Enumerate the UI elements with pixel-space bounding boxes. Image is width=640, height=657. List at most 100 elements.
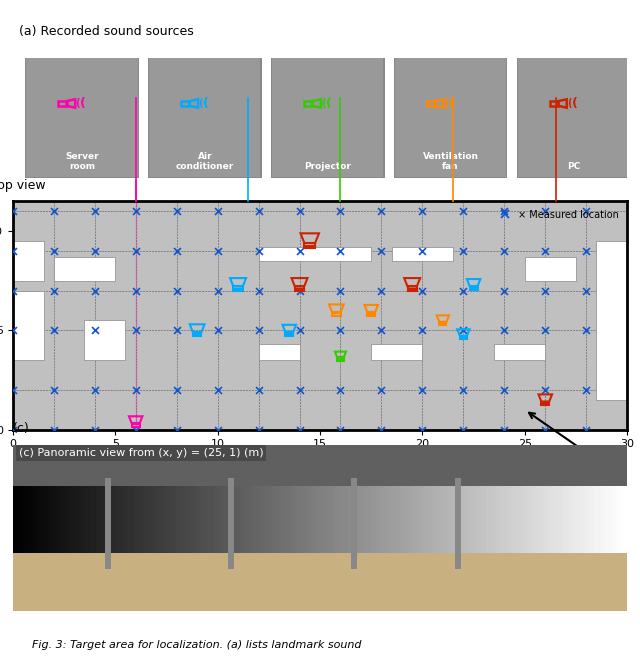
Text: (: ( [326,97,332,110]
Point [212,325,223,336]
FancyBboxPatch shape [25,58,139,178]
Point [253,385,264,396]
Text: (: ( [444,99,449,108]
Point [294,246,305,256]
Bar [596,240,627,400]
Text: (a) Recorded sound sources: (a) Recorded sound sources [19,25,194,37]
Text: Server
room: Server room [65,152,99,171]
Bar [54,257,115,281]
Text: Air
conditioner: Air conditioner [175,152,234,171]
Point [49,206,59,216]
Bar [13,240,44,281]
Bar [13,445,627,486]
Point [376,206,387,216]
FancyBboxPatch shape [516,58,630,178]
Point [499,325,509,336]
Point [458,325,468,336]
Point [335,285,346,296]
Point [294,424,305,435]
Bar [525,257,576,281]
Point [458,206,468,216]
Bar [84,321,125,360]
Point [581,285,591,296]
Point [417,206,428,216]
Text: (c): (c) [13,422,29,435]
Point [131,206,141,216]
Point [581,206,591,216]
Bar [392,247,453,261]
Point [540,246,550,256]
FancyBboxPatch shape [394,58,508,178]
Point [131,285,141,296]
Point [540,325,550,336]
Text: (: ( [567,99,572,108]
Point [253,246,264,256]
Point [212,285,223,296]
Point [294,385,305,396]
Point [172,325,182,336]
Point [540,385,550,396]
Point [90,325,100,336]
Point [376,325,387,336]
FancyBboxPatch shape [271,58,385,178]
Point [131,385,141,396]
Point [376,285,387,296]
Point [458,424,468,435]
Point [172,385,182,396]
Point [49,424,59,435]
Point [212,206,223,216]
Point [581,246,591,256]
Bar [351,478,357,570]
Point [335,385,346,396]
Point [335,325,346,336]
Point [172,285,182,296]
Point [335,246,346,256]
Point [581,325,591,336]
FancyBboxPatch shape [272,58,383,177]
Point [131,424,141,435]
Point [499,424,509,435]
Text: (: ( [80,97,86,110]
Point [581,385,591,396]
Text: (: ( [198,99,203,108]
Point [376,385,387,396]
Text: (: ( [449,97,454,110]
Point [581,424,591,435]
Point [90,385,100,396]
Text: *White areas show
building structures: *White areas show building structures [320,494,412,515]
Point [212,385,223,396]
Text: Projector: Projector [304,162,351,171]
Bar [13,553,627,611]
Point [90,285,100,296]
Text: (: ( [76,99,80,108]
Point [253,285,264,296]
Point [90,206,100,216]
Point [540,285,550,296]
Point [499,206,509,216]
Point [376,246,387,256]
Point [253,424,264,435]
Point [253,206,264,216]
Point [458,246,468,256]
Point [499,385,509,396]
Text: PC: PC [567,162,580,171]
Point [294,285,305,296]
Bar [371,344,422,360]
Point [540,424,550,435]
Text: (c) Panoramic view from (x, y) = (25, 1) (m): (c) Panoramic view from (x, y) = (25, 1)… [19,448,264,458]
Point [417,285,428,296]
Point [49,246,59,256]
Text: (: ( [572,97,577,110]
Point [49,285,59,296]
Point [294,206,305,216]
Legend: × Measured location: × Measured location [492,206,622,223]
FancyBboxPatch shape [26,58,138,177]
Point [90,424,100,435]
Point [212,424,223,435]
Bar [455,478,461,570]
Point [458,385,468,396]
Point [458,285,468,296]
Bar [494,344,545,360]
Bar [13,290,44,360]
Point [8,246,18,256]
